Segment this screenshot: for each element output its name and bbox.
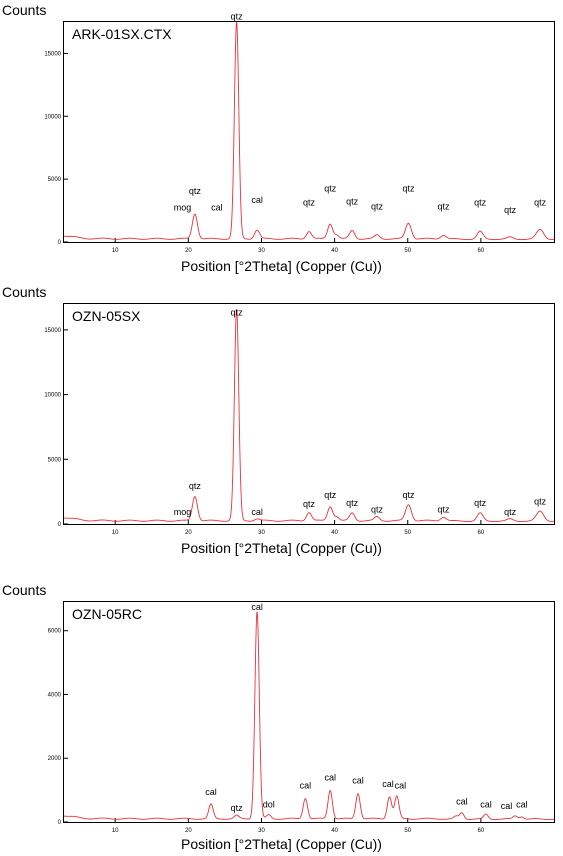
sample-name: ARK-01SX.CTX xyxy=(72,26,172,42)
x-tick-label: 40 xyxy=(331,530,338,536)
peak-label: qtz xyxy=(231,803,244,813)
peak-label: cal xyxy=(300,781,312,791)
y-tick-label: 15000 xyxy=(44,328,61,334)
peak-label: qtz xyxy=(474,198,487,208)
y-axis-title: Counts xyxy=(2,284,47,300)
peak-label: qtz xyxy=(346,196,359,206)
y-axis-title: Counts xyxy=(2,582,47,598)
peak-label: qtz xyxy=(346,498,359,508)
x-tick-label: 40 xyxy=(331,248,338,254)
x-tick-label: 10 xyxy=(112,828,119,834)
peak-label: qtz xyxy=(189,481,202,491)
x-tick-label: 30 xyxy=(258,530,265,536)
peak-label: qtz xyxy=(438,504,451,514)
plot-area: ARK-01SX.CTX 10 20 30 40 50 60 0 5000 10000 15000… xyxy=(44,11,555,254)
xrd-pattern-line xyxy=(63,611,555,821)
peak-label: qtz xyxy=(303,198,316,208)
x-tick-label: 20 xyxy=(185,530,192,536)
x-tick-label: 10 xyxy=(112,248,119,254)
y-tick-label: 0 xyxy=(58,240,62,246)
peak-label: qtz xyxy=(438,201,451,211)
y-tick-label: 10000 xyxy=(44,393,61,399)
x-tick-label: 50 xyxy=(404,530,411,536)
y-axis-title: Counts xyxy=(2,2,47,18)
peak-label: qtz xyxy=(231,11,244,21)
sample-name: OZN-05RC xyxy=(72,606,143,622)
peak-label: cal xyxy=(251,507,263,517)
y-tick-label: 0 xyxy=(58,820,62,826)
peak-label: qtz xyxy=(371,504,384,514)
peak-label: mog xyxy=(174,203,192,213)
peak-label: cal xyxy=(251,602,263,612)
plot-area: OZN-05RC 10 20 30 40 50 60 0 2000 4000 6000 cal qtz… xyxy=(48,601,555,834)
x-tick-label: 60 xyxy=(478,828,485,834)
y-tick-label: 2000 xyxy=(48,756,62,762)
peak-label: qtz xyxy=(324,184,337,194)
peak-label: qtz xyxy=(534,198,547,208)
peak-label: cal xyxy=(382,779,394,789)
x-axis-label: Position [°2Theta] (Copper (Cu)) xyxy=(181,258,382,274)
x-axis-label: Position [°2Theta] (Copper (Cu)) xyxy=(181,540,382,556)
peak-label: cal xyxy=(211,203,223,213)
peak-label: qtz xyxy=(303,499,316,509)
peak-label: cal xyxy=(480,800,492,810)
y-tick-label: 5000 xyxy=(48,177,62,183)
y-tick-label: 4000 xyxy=(48,692,62,698)
y-tick-label: 10000 xyxy=(44,114,61,120)
peak-label: qtz xyxy=(474,498,487,508)
peak-label: qtz xyxy=(402,184,415,194)
peak-label: qtz xyxy=(189,186,202,196)
x-tick-label: 30 xyxy=(258,248,265,254)
peak-label: cal xyxy=(516,800,528,810)
x-tick-label: 20 xyxy=(185,248,192,254)
x-axis-label: Position [°2Theta] (Copper (Cu)) xyxy=(181,836,382,852)
plot-area: OZN-05SX 10 20 30 40 50 60 0 5000 10000 15000 mog q… xyxy=(44,303,555,536)
peak-label: qtz xyxy=(231,308,244,318)
peak-label: cal xyxy=(251,195,263,205)
peak-label: cal xyxy=(395,781,407,791)
peak-label: mog xyxy=(174,507,192,517)
x-tick-label: 30 xyxy=(258,828,265,834)
x-tick-label: 60 xyxy=(478,530,485,536)
peak-label: cal xyxy=(501,801,513,811)
x-tick-label: 10 xyxy=(112,530,119,536)
peak-label: qtz xyxy=(371,201,384,211)
xrd-chart-svg: 10 20 30 40 50 60050001000015000mogqtzcalqtzq… xyxy=(44,308,555,536)
x-tick-label: 60 xyxy=(478,248,485,254)
xrd-pattern-line xyxy=(63,309,555,523)
peak-label: dol xyxy=(263,800,275,810)
y-tick-label: 6000 xyxy=(48,629,62,635)
x-tick-label: 40 xyxy=(331,828,338,834)
y-tick-label: 0 xyxy=(58,522,62,528)
peak-label: cal xyxy=(205,787,217,797)
y-tick-label: 15000 xyxy=(44,51,61,57)
x-tick-label: 20 xyxy=(185,828,192,834)
peak-label: cal xyxy=(324,773,336,783)
y-tick-label: 5000 xyxy=(48,457,62,463)
xrd-chart-svg: 10 20 30 40 50 60 0 2000 4000 6000 cal qtz cal dol cal… xyxy=(48,602,555,834)
x-tick-label: 50 xyxy=(404,828,411,834)
peak-label: cal xyxy=(352,776,364,786)
xrd-pattern-line xyxy=(63,21,555,241)
x-tick-label: 50 xyxy=(404,248,411,254)
peak-label: qtz xyxy=(402,490,415,500)
xrd-chart-svg: 10 20 30 40 50 60050001000015000mogqtzcalqtzc… xyxy=(44,11,555,254)
sample-name: OZN-05SX xyxy=(72,308,141,324)
peak-label: qtz xyxy=(324,490,337,500)
peak-label: cal xyxy=(456,796,468,806)
peak-label: qtz xyxy=(504,507,517,517)
peak-label: qtz xyxy=(504,205,517,215)
peak-label: qtz xyxy=(534,497,547,507)
